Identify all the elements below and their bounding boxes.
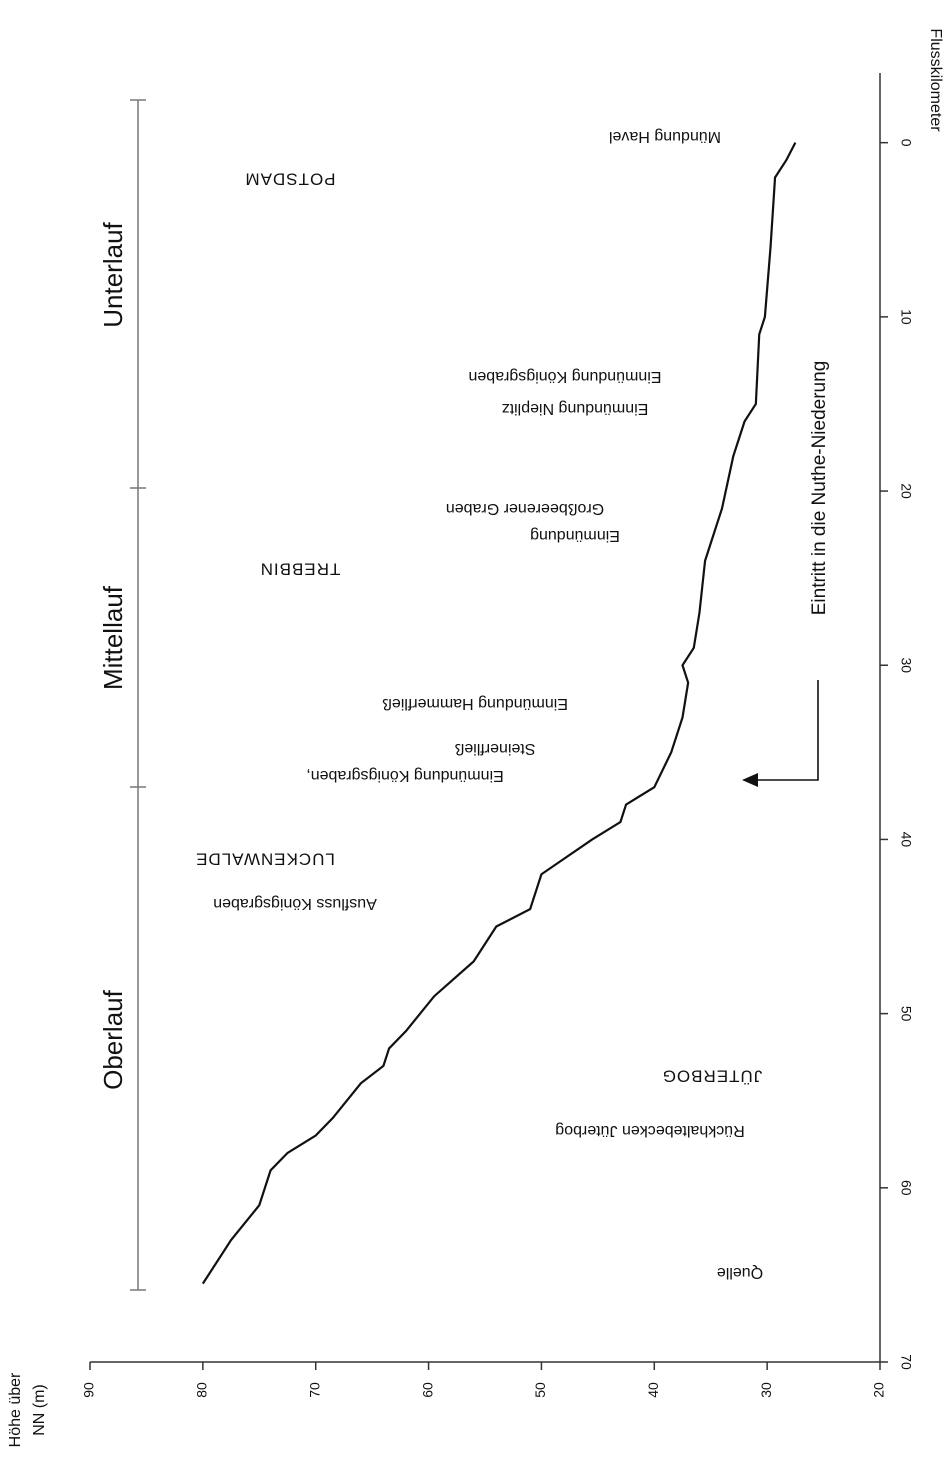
profile-line [201,142,797,1285]
y-axis-label: Höhe über [7,1372,24,1447]
place-label: JÜTERBOG [662,1067,763,1086]
annotation: Steinerfließ [454,740,535,757]
x-tick-label: 20 [898,483,914,499]
x-tick-label: 50 [898,1006,914,1022]
y-axis-label: NN (m) [31,1384,48,1436]
y-tick-label: 50 [532,1382,548,1398]
y-tick-label: 70 [306,1382,322,1398]
arrow [752,680,819,781]
annotation: Quelle [717,1264,763,1281]
x-tick-label: 40 [898,832,914,848]
x-tick-label: 70 [898,1354,914,1370]
annotation: Rückhaltebecken Jüterbog [555,1122,744,1139]
annotation: Einmündung Nieplitz [502,400,649,417]
y-tick-label: 40 [645,1382,661,1398]
annotation: Ausfluss Königsgraben [213,895,377,912]
section-label: Unterlauf [98,221,128,327]
place-label: POTSDAM [244,170,335,189]
arrow-head [742,773,758,787]
y-tick-label: 90 [81,1382,97,1398]
y-tick-label: 60 [419,1382,435,1398]
annotation: Einmündung Hammerfließ [382,695,568,712]
place-label: LUCKENWALDE [195,850,335,869]
annotation: Einmündung Königsgraben [468,368,661,385]
section-label: Oberlauf [98,989,128,1089]
annotation: Mündung Havel [609,128,721,145]
annotation: Einmündung Königsgraben, [306,767,503,784]
x-tick-label: 30 [898,657,914,673]
x-tick-label: 0 [898,139,914,147]
y-tick-label: 30 [758,1382,774,1398]
section-label: Mittellauf [98,585,128,690]
y-tick-label: 20 [871,1382,887,1398]
arrow-label: Eintritt in die Nuthe-Niederung [809,361,830,616]
annotation: Einmündung [530,527,620,544]
x-axis-label: Flusskilometer [927,28,944,132]
x-tick-label: 60 [898,1180,914,1196]
y-tick-label: 80 [194,1382,210,1398]
annotation: Großbeerener Graben [446,500,604,517]
x-tick-label: 10 [898,309,914,325]
place-label: TREBBIN [260,560,341,579]
